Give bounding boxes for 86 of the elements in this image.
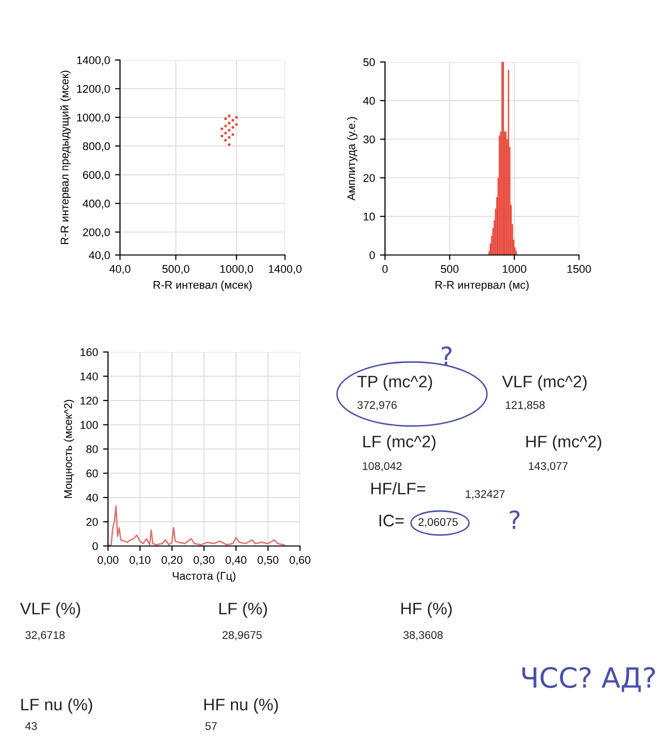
text: 143,077	[528, 462, 568, 472]
y-tick-label: 80	[86, 445, 98, 454]
x-tick-label: 1000	[502, 265, 526, 273]
y-axis-title: Мощность (мсек^2)	[64, 400, 74, 498]
x-axis-title: R-R интервал (мс)	[436, 280, 529, 291]
point	[220, 134, 224, 138]
x-tick-label: 500	[440, 265, 458, 273]
y-tick-label: 160	[80, 348, 98, 356]
point	[228, 128, 231, 132]
y-tick-label: 50	[363, 58, 375, 66]
y-axis-title: Амплитуда (у.е.)	[347, 117, 358, 201]
point	[231, 118, 234, 122]
y-tick-label: 40	[86, 494, 98, 502]
point	[231, 133, 234, 136]
text: 121,858	[506, 401, 545, 410]
y-tick-label: 20	[86, 518, 98, 526]
y-tick-label: 600,0	[83, 170, 110, 180]
y-tick-label: 0	[370, 251, 375, 260]
x-tick-label: 1000,0	[220, 265, 254, 274]
y-tick-label: 120	[80, 396, 98, 405]
text: 108,042	[362, 462, 402, 472]
point	[224, 117, 227, 120]
text: HF (%)	[401, 602, 452, 618]
y-tick-label: 1400,0	[77, 56, 110, 66]
y-tick-label: 400,0	[82, 200, 110, 209]
text: 372,976	[357, 401, 397, 410]
y-tick-label: 140	[80, 372, 98, 380]
x-tick-label: 0,00	[98, 556, 118, 566]
text: VLF (mc^2)	[502, 375, 587, 391]
y-tick-label: 20	[363, 174, 375, 182]
x-tick-label: 0	[382, 265, 388, 273]
y-tick-label: 100	[80, 421, 98, 429]
text: 2,06075	[418, 518, 458, 528]
x-tick-label: 0,20	[162, 556, 182, 566]
point	[228, 122, 231, 124]
point	[224, 132, 227, 135]
point	[220, 127, 224, 130]
text: 43	[25, 722, 37, 730]
point	[228, 136, 231, 139]
x-tick-label: 0,50	[258, 556, 278, 566]
text: 38,3608	[403, 631, 443, 640]
text: 28,9675	[222, 631, 262, 640]
x-tick-label: 1500	[567, 265, 591, 273]
y-tick-label: 30	[363, 135, 375, 144]
point	[224, 124, 227, 128]
x-axis-title: R-R интевал (мсек)	[154, 280, 252, 291]
y-tick-label: 40	[363, 96, 375, 105]
y-tick-label: 10	[364, 212, 375, 221]
y-tick-label: 1000,0	[77, 114, 110, 123]
text: LF (%)	[219, 602, 267, 618]
point	[228, 143, 231, 146]
x-tick-label: 0,30	[194, 556, 214, 566]
text: LF (mc^2)	[363, 435, 436, 451]
y-tick-label: 800,0	[82, 142, 110, 152]
line-series	[108, 505, 285, 546]
y-tick-label: 40,0	[88, 251, 110, 260]
x-tick-label: 1400,0	[268, 265, 302, 274]
point	[224, 138, 227, 142]
x-tick-label: 0,60	[290, 556, 310, 566]
text: HF (mc^2)	[526, 435, 602, 451]
y-tick-label: 200,0	[83, 228, 110, 238]
text: VLF (%)	[20, 602, 80, 618]
text: TP (mc^2)	[357, 375, 432, 391]
x-tick-label: 500,0	[162, 265, 190, 274]
y-tick-label: 1200,0	[77, 84, 110, 94]
text: HF/LF=	[371, 482, 426, 494]
text: 57	[205, 722, 217, 730]
text: IC=	[380, 514, 404, 526]
text: LF nu (%)	[21, 698, 92, 714]
y-tick-label: 0	[92, 542, 98, 550]
x-tick-label: 40,0	[109, 265, 130, 274]
x-axis-title: Частота (Гц)	[172, 572, 236, 582]
x-tick-label: 0,10	[130, 556, 150, 566]
text: 32,6718	[25, 631, 65, 640]
text: ?	[442, 346, 452, 365]
text: 1,32427	[466, 490, 505, 500]
point	[228, 114, 231, 118]
point	[235, 123, 238, 126]
y-tick-label: 60	[86, 470, 98, 478]
text: ЧСС? АД?	[522, 667, 655, 692]
text: ?	[510, 510, 520, 529]
y-axis-title: R-R интервал предыдущий (мсек)	[60, 70, 71, 244]
point	[231, 126, 234, 129]
x-tick-label: 0,40	[226, 556, 246, 566]
text: HF nu (%)	[204, 698, 278, 714]
point	[235, 116, 238, 119]
